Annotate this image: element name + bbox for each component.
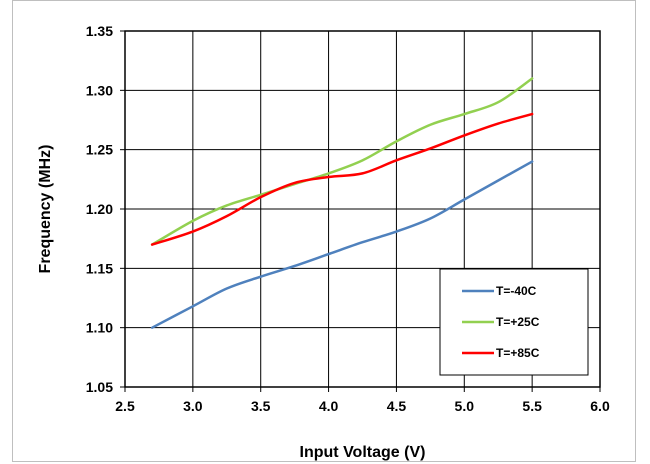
x-tick-label: 4.0 <box>319 398 339 414</box>
legend-items: T=-40C T=+25C T=+85C <box>462 284 540 360</box>
series-layer <box>150 77 534 329</box>
y-tick-label: 1.30 <box>86 82 113 98</box>
y-tick-labels: 1.05 1.10 1.15 1.20 1.25 1.30 1.35 <box>86 23 113 395</box>
legend: T=-40C T=+25C T=+85C <box>439 268 589 376</box>
x-axis-title: Input Voltage (V) <box>300 444 426 461</box>
plot-area-border <box>124 30 601 388</box>
x-tick-label: 5.0 <box>455 398 475 414</box>
y-axis-title: Frequency (MHz) <box>37 145 54 274</box>
x-tick-label: 3.5 <box>251 398 271 414</box>
x-tick-labels: 2.5 3.0 3.5 4.0 4.5 5.0 5.5 6.0 <box>115 398 610 414</box>
x-tick-label: 3.0 <box>183 398 203 414</box>
legend-label: T=+25C <box>496 315 540 329</box>
y-tick-label: 1.20 <box>86 201 113 217</box>
y-tick-label: 1.35 <box>86 23 113 39</box>
x-tick-label: 6.0 <box>590 398 610 414</box>
legend-label: T=+85C <box>496 346 540 360</box>
legend-label: T=-40C <box>496 284 537 298</box>
x-tick-label: 5.5 <box>522 398 542 414</box>
y-tick-label: 1.25 <box>86 142 113 158</box>
series-line-t-25c <box>150 77 534 246</box>
series-line-t-40c <box>150 160 534 329</box>
y-tick-label: 1.15 <box>86 260 113 276</box>
y-tick-label: 1.10 <box>86 320 113 336</box>
y-tick-label: 1.05 <box>86 379 113 395</box>
series-line-t-85c <box>150 112 534 246</box>
x-tick-label: 2.5 <box>115 398 135 414</box>
x-tick-label: 4.5 <box>387 398 407 414</box>
